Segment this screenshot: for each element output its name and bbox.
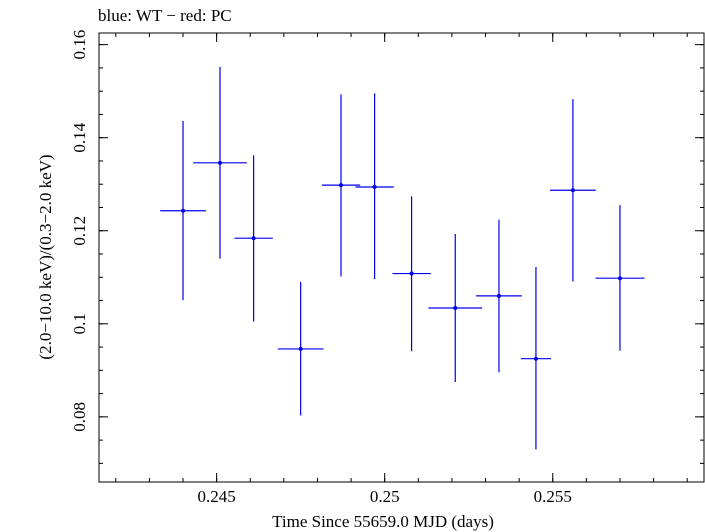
data-point (392, 196, 431, 352)
y-axis-label: (2.0−10.0 keV)/(0.3−2.0 keV) (36, 154, 55, 359)
plot-frame (98, 32, 705, 483)
point-marker (298, 346, 303, 351)
point-marker (570, 188, 575, 193)
data-point (321, 94, 361, 277)
data-point (193, 66, 247, 259)
point-marker (372, 185, 377, 190)
y-tick-label: 0.1 (70, 313, 89, 334)
chart-title: blue: WT − red: PC (98, 6, 232, 25)
y-tick-label: 0.14 (70, 122, 89, 152)
point-marker (409, 271, 414, 276)
data-point (428, 234, 483, 382)
data-point (595, 205, 645, 351)
data-point (160, 120, 206, 301)
point-marker (339, 183, 343, 188)
data-point (520, 267, 552, 450)
data-point (550, 99, 596, 282)
point-marker (496, 293, 501, 298)
x-axis-label: Time Since 55659.0 MJD (days) (272, 512, 494, 531)
data-point (355, 93, 394, 280)
point-marker (181, 208, 186, 213)
y-tick-label: 0.08 (70, 402, 89, 432)
x-tick-label: 0.25 (370, 487, 400, 506)
point-marker (218, 160, 222, 165)
x-tick-label: 0.245 (198, 487, 236, 506)
point-marker (251, 236, 256, 241)
point-marker (533, 356, 538, 361)
y-tick-label: 0.16 (70, 30, 89, 60)
data-point (476, 219, 522, 373)
data-point (277, 281, 324, 416)
axis-tick-labels: 0.245 0.25 0.255 0.08 0.1 0.12 0.14 0.16 (70, 30, 572, 506)
data-points (160, 66, 645, 450)
axis-ticks (99, 33, 704, 482)
data-point (234, 155, 273, 322)
y-tick-label: 0.12 (70, 216, 89, 246)
point-marker (453, 305, 458, 310)
point-marker (617, 276, 622, 281)
x-tick-label: 0.255 (534, 487, 572, 506)
